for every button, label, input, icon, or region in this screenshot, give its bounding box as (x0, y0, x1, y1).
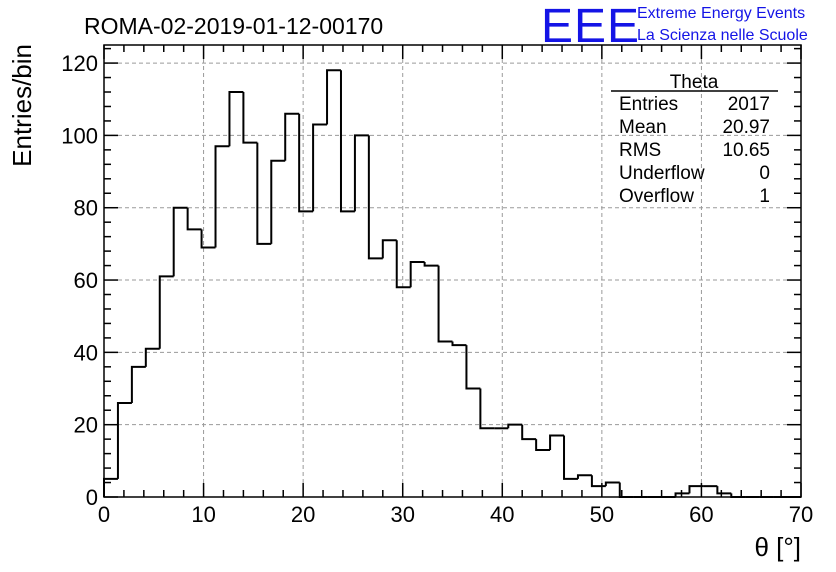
x-axis-title: θ [°] (754, 532, 801, 562)
histogram-bin (563, 435, 578, 480)
histogram-bin (521, 424, 537, 441)
histogram-bin (507, 423, 523, 429)
x-tick-label: 20 (291, 502, 315, 527)
histogram-bin (326, 69, 341, 125)
histogram-bin (339, 70, 355, 213)
histogram-bin (158, 275, 174, 349)
histogram-bin (186, 207, 202, 231)
y-axis-ticks: 0 20 40 60 80 100 120 (61, 47, 801, 510)
histogram-bin (716, 486, 732, 495)
histogram-bin (688, 485, 704, 494)
histogram-bin (228, 91, 244, 147)
y-tick-label: 60 (74, 268, 98, 293)
logo-mark: EEE (541, 0, 640, 53)
stats-row-value: 1 (759, 186, 770, 207)
y-tick-label: 40 (74, 340, 98, 365)
stats-row-label: Underflow (619, 163, 705, 184)
histogram-bin (116, 401, 132, 479)
histogram-bin (256, 142, 272, 245)
histogram-bin (103, 477, 118, 497)
stats-box-rows: Entries 2017 Mean 20.97 RMS 10.65 Underflow 0 Ov… (619, 94, 770, 207)
histogram-bin (576, 474, 592, 479)
histogram-bin (674, 492, 690, 497)
histogram-bin (549, 434, 565, 450)
stats-row-label: RMS (619, 140, 661, 161)
y-tick-label: 80 (74, 196, 98, 221)
x-tick-label: 10 (191, 502, 215, 527)
histogram-bin (395, 240, 411, 289)
x-axis-ticks: 0 10 20 30 40 50 60 70 (98, 45, 813, 527)
histogram-bin (312, 123, 328, 212)
histogram-bin (409, 260, 425, 288)
histogram-bin (465, 345, 481, 390)
histogram-bin (130, 365, 146, 403)
histogram-bin (353, 134, 369, 212)
y-tick-label: 0 (86, 485, 98, 510)
stats-row-value: 0 (759, 163, 770, 184)
x-tick-label: 40 (490, 502, 514, 527)
x-tick-label: 50 (590, 502, 614, 527)
histogram-bin (172, 206, 188, 277)
histogram-bin (437, 265, 453, 343)
histogram-bin (479, 388, 495, 430)
y-tick-label: 100 (61, 123, 98, 148)
histogram-bin (214, 145, 230, 248)
histogram-bin (144, 347, 160, 367)
logo: EEE Extreme Energy Events La Scienza nel… (541, 0, 808, 53)
histogram-bin (381, 239, 397, 259)
histogram-bin (367, 135, 383, 260)
stats-row-label: Overflow (619, 186, 694, 207)
grid-lines (104, 45, 801, 497)
histogram-bin (604, 481, 620, 487)
histogram-bin (200, 229, 216, 249)
y-tick-label: 120 (61, 51, 98, 76)
histogram-bin (451, 341, 467, 347)
logo-line-1: Extreme Energy Events (637, 5, 805, 22)
histogram-series (103, 69, 801, 498)
histogram-bin (270, 159, 286, 244)
x-tick-label: 60 (689, 502, 713, 527)
histogram-bin (242, 92, 258, 144)
stats-row-value: 10.65 (722, 140, 770, 161)
y-axis-title: Entries/bin (7, 44, 37, 167)
histogram-bin (298, 113, 314, 213)
histogram-bin (284, 112, 300, 161)
histogram-bin (535, 439, 551, 451)
stats-box-title: Theta (670, 72, 719, 93)
logo-line-2: La Scienza nelle Scuole (637, 27, 808, 44)
plot-frame (103, 44, 802, 498)
chart-title: ROMA-02-2019-01-12-00170 (84, 13, 383, 39)
x-tick-label: 0 (98, 502, 110, 527)
y-tick-label: 20 (74, 413, 98, 438)
stats-row-label: Entries (619, 94, 678, 115)
histogram-bin (423, 261, 439, 267)
histogram-bin (590, 475, 606, 488)
stats-row-value: 2017 (728, 94, 770, 115)
stats-row-label: Mean (619, 117, 667, 138)
stats-box: Theta Entries 2017 Mean 20.97 RMS 10.65 Underf… (611, 72, 778, 207)
x-tick-label: 70 (789, 502, 813, 527)
x-tick-label: 30 (390, 502, 414, 527)
stats-row-value: 20.97 (722, 117, 770, 138)
plot-border (103, 44, 802, 498)
